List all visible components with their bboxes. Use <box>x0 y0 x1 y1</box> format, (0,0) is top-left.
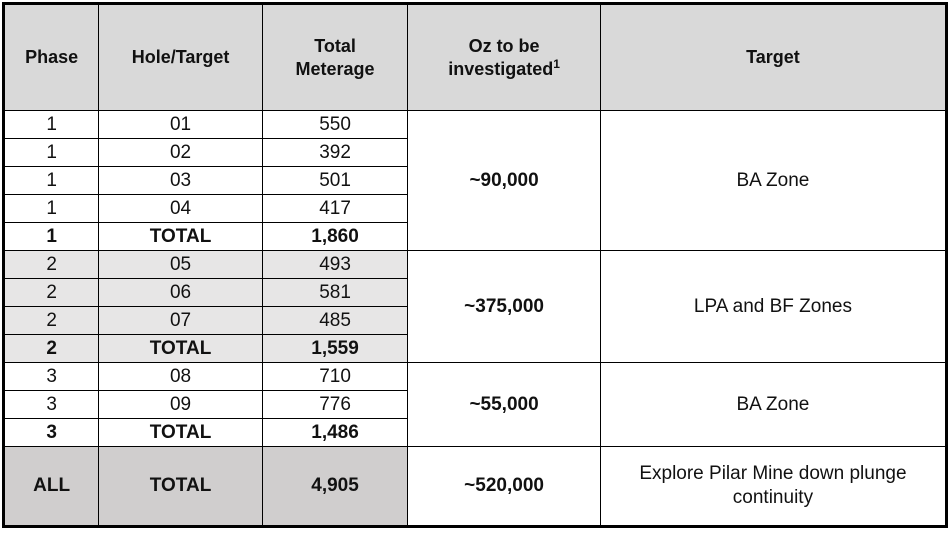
phase-cell: 3 <box>2 390 100 419</box>
table-row: 3 08 710 ~55,000 BA Zone <box>2 362 948 447</box>
col-header-target: Target <box>599 3 948 111</box>
meterage-cell: 501 <box>261 166 409 195</box>
table-row: 2 05 493 ~375,000 LPA and BF Zones <box>2 250 948 363</box>
meterage-cell: 1,559 <box>261 334 409 363</box>
hole-cell: 01 <box>98 110 263 139</box>
meterage-cell: 550 <box>261 110 409 139</box>
table-row: 2 07 485 <box>2 306 947 335</box>
col-header-phase-label: Phase <box>25 47 79 68</box>
phase-cell: 2 <box>2 250 100 279</box>
hole-cell: 02 <box>98 138 263 167</box>
meterage-cell: 4,905 <box>261 446 409 527</box>
phase-cell: 1 <box>2 110 100 139</box>
phase-cell: 3 <box>2 418 100 447</box>
col-header-phase: Phase <box>2 3 100 111</box>
phase-cell: 1 <box>2 138 100 167</box>
target-cell: LPA and BF Zones <box>599 250 948 363</box>
phase-cell: 2 <box>2 306 100 335</box>
oz-cell: ~520,000 <box>407 446 601 527</box>
footnote-marker: 1 <box>553 57 560 71</box>
phase-cell: 1 <box>2 222 100 251</box>
target-label: BA Zone <box>736 393 810 415</box>
col-header-total-meterage-label: Total Meterage <box>295 36 375 79</box>
grand-total-row: ALL TOTAL 4,905 ~520,000 Explore Pilar Mine … <box>2 446 948 527</box>
hole-cell: 03 <box>98 166 263 195</box>
target-cell: Explore Pilar Mine down plunge continuit… <box>599 446 948 527</box>
phase-cell: 2 <box>2 334 100 363</box>
hole-cell: 06 <box>98 278 263 307</box>
table-row: 1 01 550 ~90,000 BA Zone <box>2 110 948 251</box>
phase-cell: 1 <box>2 166 100 195</box>
table-row: 2 06 581 <box>2 278 947 307</box>
target-cell: BA Zone <box>599 362 948 447</box>
oz-cell: ~375,000 <box>407 250 601 363</box>
oz-cell: ~90,000 <box>407 110 601 251</box>
col-header-target-label: Target <box>746 47 800 68</box>
target-label: LPA and BF Zones <box>693 295 852 317</box>
hole-cell: 04 <box>98 194 263 223</box>
table-row: 3 TOTAL 1,486 <box>2 418 947 447</box>
meterage-cell: 392 <box>261 138 409 167</box>
table-row: 1 02 392 <box>2 138 947 167</box>
meterage-cell: 417 <box>261 194 409 223</box>
hole-cell: 08 <box>98 362 263 391</box>
target-label: BA Zone <box>736 169 810 191</box>
meterage-cell: 710 <box>261 362 409 391</box>
col-header-oz-investigated-label: Oz to be investigated <box>448 35 554 80</box>
hole-cell: TOTAL <box>98 334 263 363</box>
hole-cell: 07 <box>98 306 263 335</box>
phase-cell: 1 <box>2 194 100 223</box>
hole-cell: 09 <box>98 390 263 419</box>
target-cell: BA Zone <box>599 110 948 251</box>
meterage-cell: 1,486 <box>261 418 409 447</box>
col-header-hole-target-label: Hole/Target <box>131 47 230 68</box>
meterage-cell: 776 <box>261 390 409 419</box>
col-header-hole-target: Hole/Target <box>98 3 263 111</box>
col-header-oz-investigated: Oz to be investigated1 <box>407 3 601 111</box>
phase-cell: ALL <box>2 446 100 527</box>
hole-cell: TOTAL <box>98 222 263 251</box>
table-row: 3 09 776 <box>2 390 947 419</box>
table-row: 2 TOTAL 1,559 <box>2 334 947 363</box>
oz-cell: ~55,000 <box>407 362 601 447</box>
meterage-cell: 493 <box>261 250 409 279</box>
meterage-cell: 485 <box>261 306 409 335</box>
table-row: 1 TOTAL 1,860 <box>2 222 947 251</box>
target-label: Explore Pilar Mine down plunge continuit… <box>639 463 907 508</box>
meterage-cell: 1,860 <box>261 222 409 251</box>
hole-cell: TOTAL <box>98 446 263 527</box>
phase-cell: 2 <box>2 278 100 307</box>
hole-cell: TOTAL <box>98 418 263 447</box>
col-header-total-meterage: Total Meterage <box>261 3 409 111</box>
hole-cell: 05 <box>98 250 263 279</box>
phase-cell: 3 <box>2 362 100 391</box>
table-body: 1 01 550 ~90,000 BA Zone 1 02 392 1 03 501 1 04 417 1 T… <box>2 110 948 527</box>
header-row: Phase Hole/Target Total Meterage Oz to b… <box>2 3 948 111</box>
meterage-cell: 581 <box>261 278 409 307</box>
